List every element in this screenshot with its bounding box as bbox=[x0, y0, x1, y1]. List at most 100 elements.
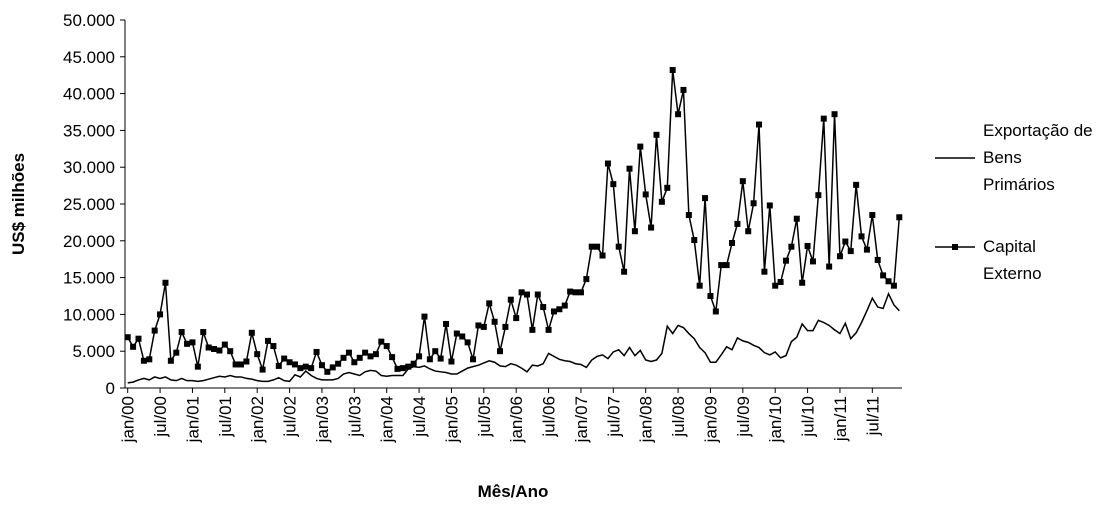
point-marker bbox=[874, 256, 881, 263]
point-marker bbox=[518, 289, 525, 296]
point-marker bbox=[507, 296, 514, 303]
point-marker bbox=[815, 192, 822, 199]
point-marker bbox=[318, 362, 325, 369]
point-marker bbox=[221, 341, 228, 348]
x-tick-label: jul/06 bbox=[540, 396, 559, 438]
x-tick-label: jul/07 bbox=[604, 396, 623, 438]
point-marker bbox=[594, 243, 601, 250]
point-marker bbox=[297, 365, 304, 372]
point-marker bbox=[324, 368, 331, 375]
x-tick-label: jul/04 bbox=[410, 396, 429, 438]
x-tick-label: jan/05 bbox=[442, 396, 461, 443]
x-tick-label: jul/10 bbox=[799, 396, 818, 438]
point-marker bbox=[264, 337, 271, 344]
point-marker bbox=[572, 289, 579, 296]
y-axis-title: US$ milhões bbox=[9, 153, 28, 255]
point-marker bbox=[820, 115, 827, 122]
point-marker bbox=[583, 276, 590, 283]
point-marker bbox=[761, 268, 768, 275]
point-marker bbox=[621, 268, 628, 275]
x-tick-label: jan/02 bbox=[248, 396, 267, 443]
point-marker bbox=[631, 228, 638, 235]
point-marker bbox=[588, 243, 595, 250]
point-marker bbox=[577, 289, 584, 296]
point-marker bbox=[836, 253, 843, 260]
point-marker bbox=[130, 343, 137, 350]
x-tick-label: jan/04 bbox=[378, 396, 397, 443]
point-marker bbox=[664, 184, 671, 191]
point-marker bbox=[146, 356, 153, 363]
point-marker bbox=[291, 361, 298, 368]
point-marker bbox=[200, 329, 207, 336]
x-tick-label: jul/03 bbox=[345, 396, 364, 438]
point-marker bbox=[173, 349, 180, 356]
y-tick-label: 5.000 bbox=[72, 342, 115, 361]
legend-label: Exportação de Bens Primários bbox=[983, 121, 1093, 194]
point-marker bbox=[685, 212, 692, 219]
point-marker bbox=[545, 326, 552, 333]
point-marker bbox=[248, 329, 255, 336]
x-tick-label: jan/01 bbox=[183, 396, 202, 443]
point-marker bbox=[809, 258, 816, 265]
x-tick-label: jul/09 bbox=[734, 396, 753, 438]
y-tick-label: 10.000 bbox=[63, 305, 115, 324]
point-marker bbox=[124, 334, 131, 341]
point-marker bbox=[275, 362, 282, 369]
point-marker bbox=[826, 263, 833, 270]
point-marker bbox=[653, 131, 660, 138]
point-marker bbox=[335, 360, 342, 367]
point-marker bbox=[691, 237, 698, 244]
point-marker bbox=[772, 282, 779, 289]
x-tick-label: jul/08 bbox=[669, 396, 688, 438]
series-line bbox=[127, 291, 900, 384]
point-marker bbox=[432, 348, 439, 355]
point-marker bbox=[707, 293, 714, 299]
point-marker bbox=[416, 353, 423, 360]
point-marker bbox=[615, 243, 622, 250]
point-marker bbox=[232, 361, 239, 368]
point-marker bbox=[426, 356, 433, 363]
point-marker bbox=[194, 363, 201, 370]
point-marker bbox=[734, 220, 741, 227]
y-tick-label: 50.000 bbox=[63, 11, 115, 30]
point-marker bbox=[675, 111, 682, 118]
point-marker bbox=[626, 165, 633, 172]
y-tick-label: 45.000 bbox=[63, 48, 115, 67]
point-marker bbox=[211, 345, 218, 352]
series-line bbox=[127, 69, 901, 373]
point-marker bbox=[642, 191, 649, 198]
point-marker bbox=[540, 304, 547, 311]
point-marker bbox=[890, 282, 897, 289]
point-marker bbox=[356, 354, 363, 361]
point-marker bbox=[497, 348, 504, 355]
point-marker bbox=[804, 242, 811, 249]
point-marker bbox=[604, 160, 611, 167]
x-tick-label: jul/11 bbox=[863, 396, 882, 436]
point-marker bbox=[799, 279, 806, 286]
x-tick-label: jul/01 bbox=[216, 396, 235, 438]
point-marker bbox=[847, 248, 854, 255]
point-marker bbox=[470, 356, 477, 363]
point-marker bbox=[658, 198, 665, 205]
point-marker bbox=[739, 178, 746, 185]
point-marker bbox=[162, 279, 169, 286]
x-tick-label: jul/00 bbox=[151, 396, 170, 438]
point-marker bbox=[648, 224, 655, 231]
point-marker bbox=[782, 257, 789, 264]
y-tick-label: 15.000 bbox=[63, 269, 115, 288]
point-marker bbox=[270, 343, 277, 350]
point-marker bbox=[756, 121, 763, 128]
point-marker bbox=[475, 322, 482, 329]
point-marker bbox=[394, 365, 401, 372]
point-marker bbox=[227, 348, 234, 355]
x-tick-label: jul/02 bbox=[281, 396, 300, 438]
x-tick-label: jan/03 bbox=[313, 396, 332, 443]
x-tick-label: jan/07 bbox=[572, 396, 591, 443]
point-marker bbox=[340, 354, 347, 361]
point-marker bbox=[502, 323, 509, 330]
point-marker bbox=[302, 363, 309, 370]
point-marker bbox=[405, 363, 412, 370]
point-marker bbox=[896, 214, 903, 221]
point-marker bbox=[610, 181, 617, 188]
